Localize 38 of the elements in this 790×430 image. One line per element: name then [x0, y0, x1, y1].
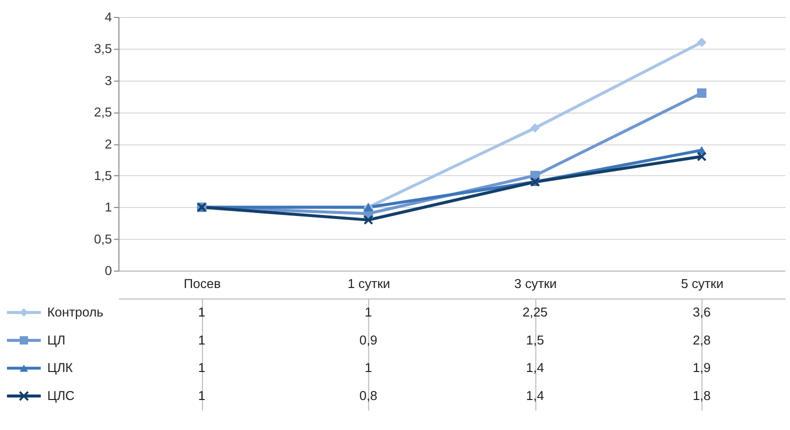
data-label: 2,25	[522, 304, 548, 320]
data-label: 1	[198, 332, 206, 348]
y-tick-label: 2,5	[94, 104, 112, 120]
legend-label: ЦЛС	[47, 388, 75, 404]
legend-label: ЦЛ	[47, 332, 66, 348]
data-label: 1,8	[692, 388, 711, 404]
point	[696, 38, 706, 48]
data-label: 1	[198, 388, 206, 404]
y-tick-label: 0	[104, 263, 112, 278]
x-tick-label: 3 сутки	[514, 276, 557, 292]
data-label: 1	[364, 360, 372, 376]
data-label: 3,6	[692, 304, 711, 320]
y-tick-label: 0,5	[94, 231, 112, 246]
legend-label: Контроль	[47, 304, 104, 320]
data-label: 1	[198, 360, 206, 376]
y-tick-label: 2	[104, 136, 112, 152]
point	[364, 215, 374, 225]
legend-label: ЦЛК	[47, 360, 74, 376]
data-label: 1,5	[526, 332, 544, 348]
data-label: 1,4	[526, 388, 544, 404]
data-label: 1	[198, 304, 206, 320]
data-label: 1,4	[526, 360, 544, 376]
y-tick-label: 3,5	[94, 41, 112, 56]
y-tick-label: 3	[104, 72, 112, 88]
data-label: 0,9	[359, 332, 378, 348]
data-label: 1	[364, 304, 372, 320]
data-label: 2,8	[692, 332, 711, 348]
x-tick-label: 5 сутки	[680, 276, 724, 292]
point	[696, 152, 707, 162]
data-label: 1,9	[692, 360, 711, 376]
data-label: 0,8	[359, 388, 378, 404]
y-tick-label: 1,5	[94, 168, 112, 184]
point	[530, 123, 540, 133]
y-tick-label: 4	[104, 9, 112, 24]
x-tick-label: Посев	[184, 276, 221, 292]
y-tick-label: 1	[104, 200, 112, 215]
point	[696, 88, 706, 98]
x-tick-label: 1 сутки	[348, 276, 390, 292]
